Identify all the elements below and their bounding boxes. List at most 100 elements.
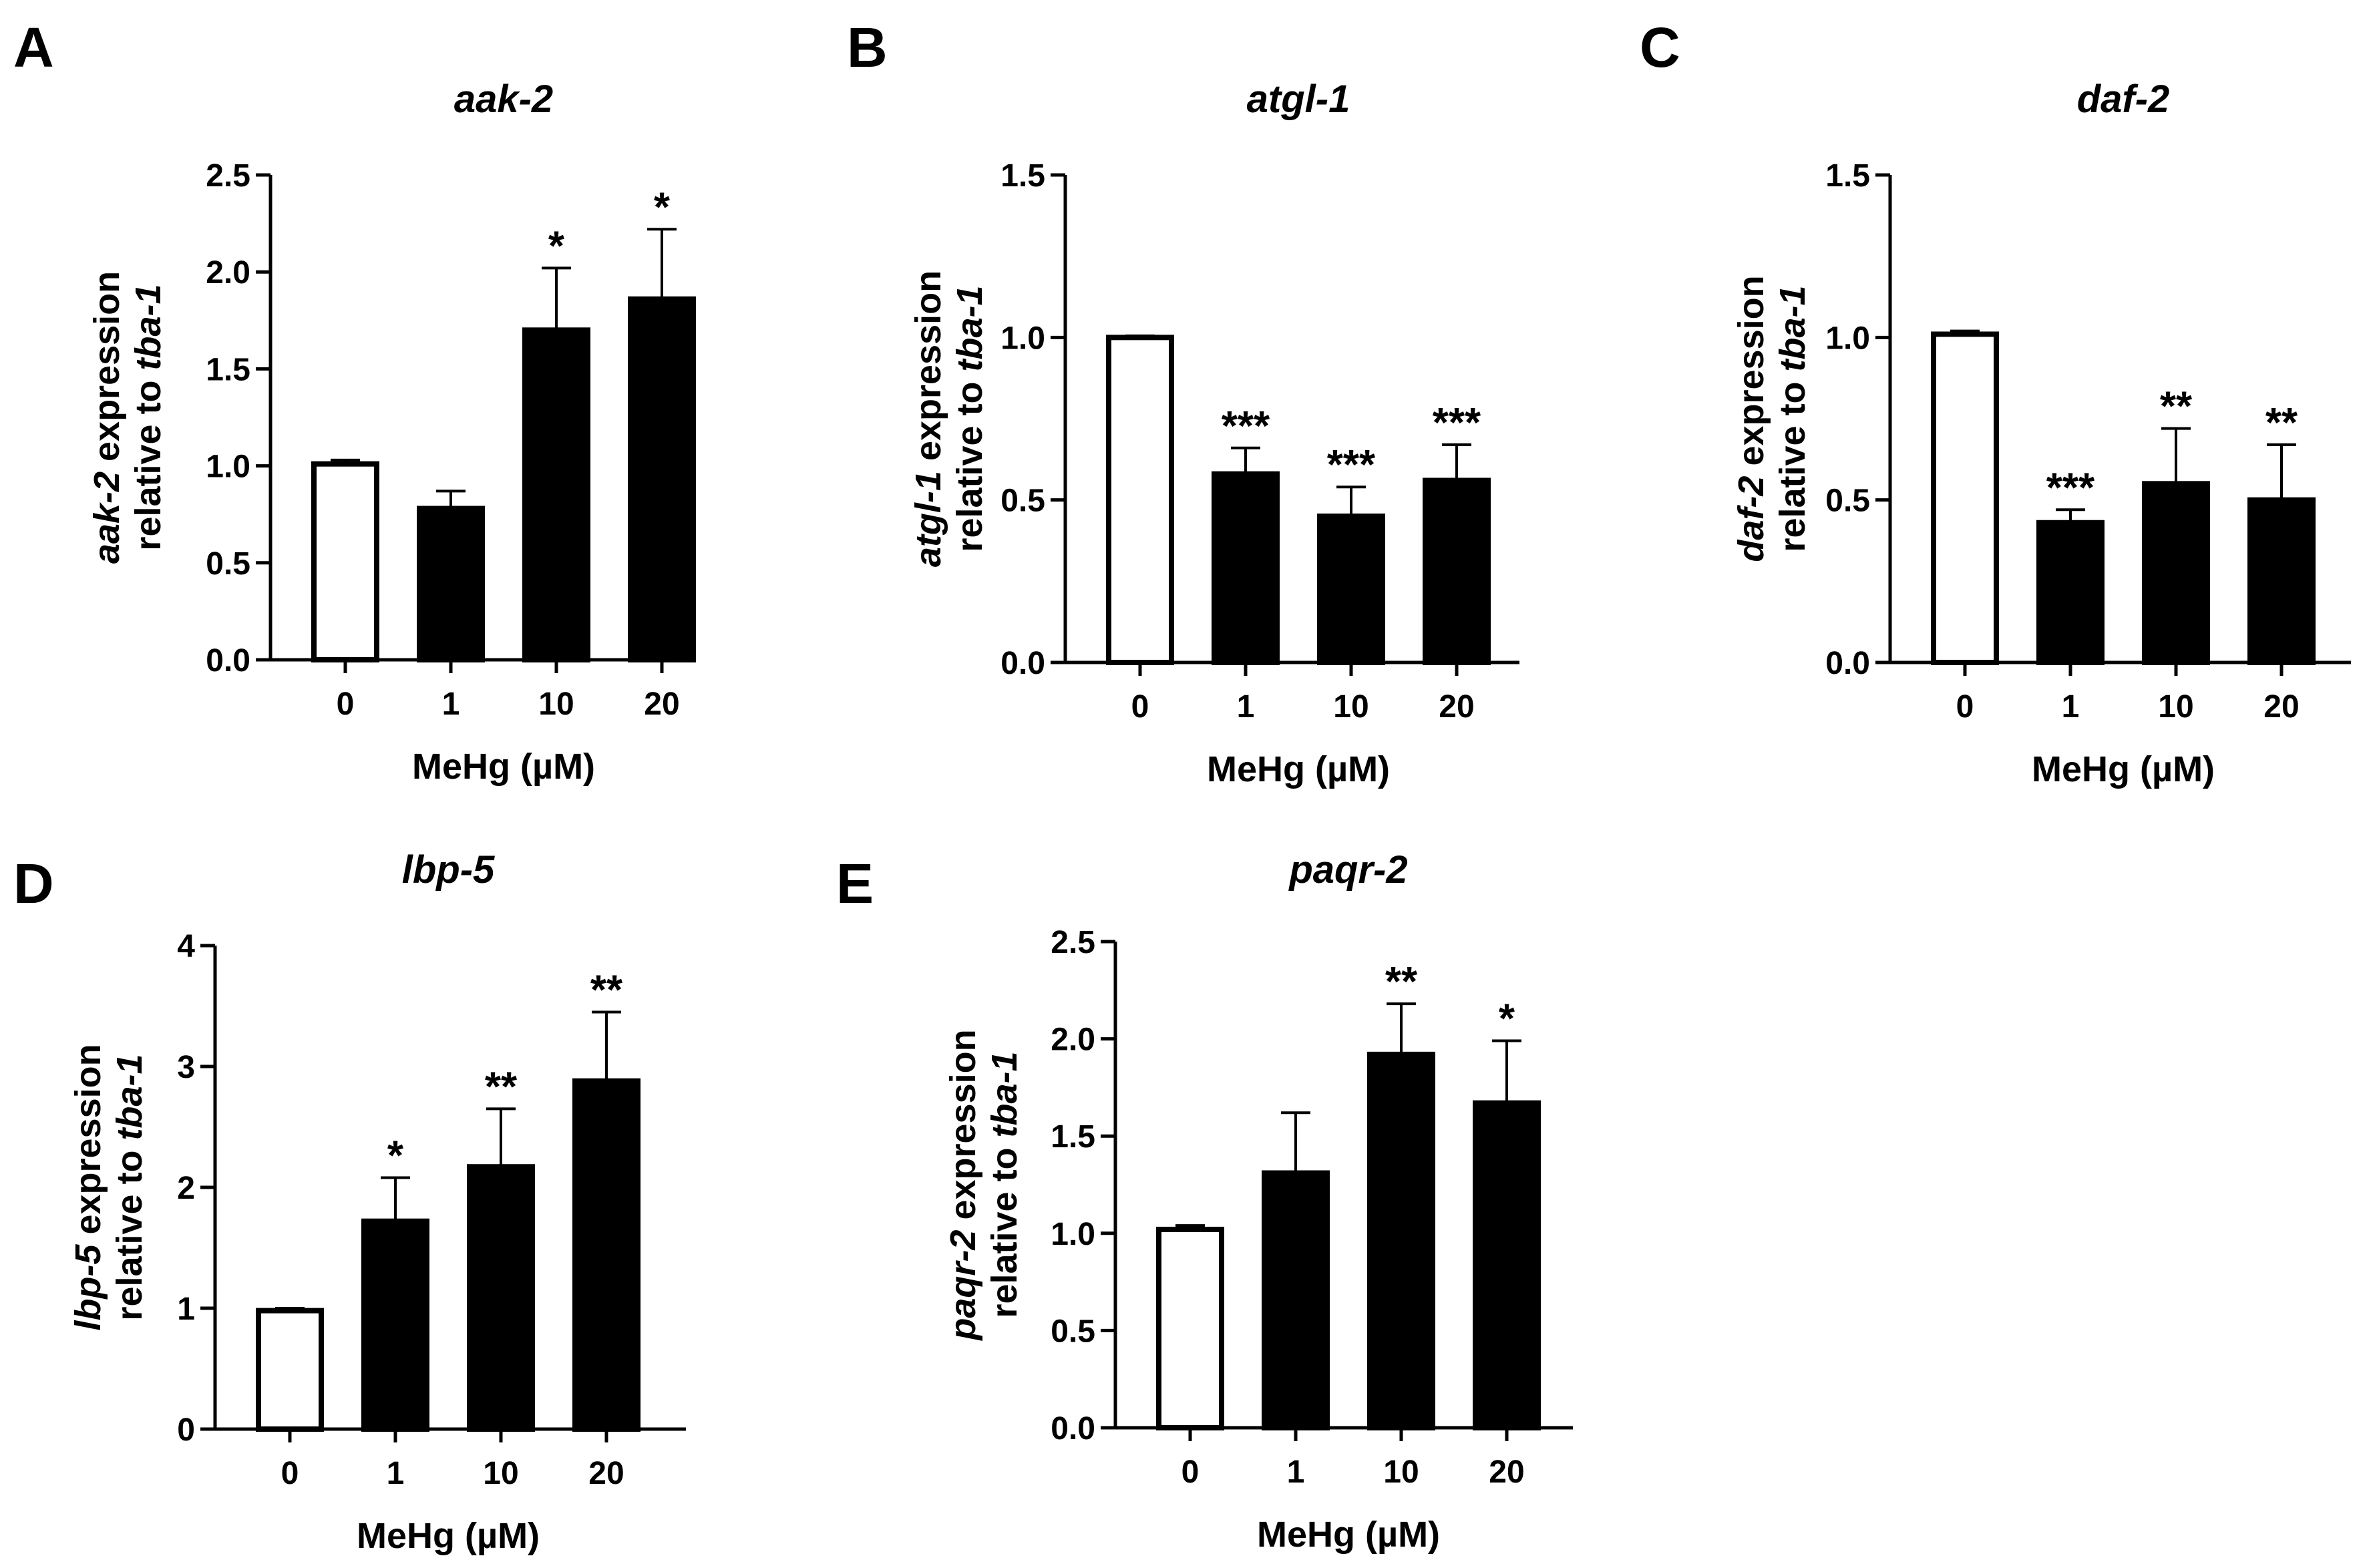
y-tick-label-b: 1.0 bbox=[1000, 321, 1045, 356]
x-tick-label-a: 10 bbox=[538, 687, 574, 722]
chart-title-c: daf-2 bbox=[2077, 77, 2170, 121]
significance-label-a: * bbox=[654, 184, 671, 230]
significance-label-c: ** bbox=[2265, 400, 2298, 446]
y-tick-label-c: 0.5 bbox=[1825, 483, 1870, 519]
x-tick-label-b: 0 bbox=[1131, 689, 1149, 725]
y-axis-label-c: daf-2 expressionrelative to tba-1 bbox=[1731, 275, 1813, 562]
y-tick-label-a: 0.0 bbox=[206, 643, 250, 678]
y-tick-label-e: 2.0 bbox=[1051, 1022, 1095, 1058]
bar-c-0 bbox=[1931, 331, 1999, 665]
significance-label-d: ** bbox=[590, 968, 623, 1014]
bar-c-1 bbox=[2036, 520, 2105, 665]
bar-e-0 bbox=[1156, 1226, 1224, 1430]
y-tick-label-e: 0.0 bbox=[1051, 1411, 1095, 1446]
x-tick-label-b: 1 bbox=[1237, 689, 1255, 725]
y-tick-label-b: 0.5 bbox=[1000, 483, 1045, 519]
x-axis-label-b: MeHg (µM) bbox=[1207, 749, 1390, 789]
bar-b-10 bbox=[1317, 514, 1385, 665]
panel-letter-b: B bbox=[847, 16, 888, 79]
panel-letter-c: C bbox=[1640, 16, 1680, 79]
chart-title-a: aak-2 bbox=[454, 77, 553, 121]
y-tick-label-c: 1.5 bbox=[1825, 158, 1870, 194]
x-tick-label-b: 20 bbox=[1439, 689, 1474, 725]
x-tick-label-d: 10 bbox=[483, 1456, 518, 1491]
x-tick-label-d: 1 bbox=[387, 1456, 405, 1491]
significance-label-c: *** bbox=[2046, 465, 2095, 511]
x-tick-label-c: 1 bbox=[2062, 689, 2080, 725]
x-tick-label-c: 20 bbox=[2263, 689, 2299, 725]
bar-b-20 bbox=[1423, 477, 1491, 665]
x-axis-label-d: MeHg (µM) bbox=[357, 1516, 540, 1556]
y-tick-label-e: 1.0 bbox=[1051, 1217, 1095, 1252]
y-tick-label-d: 4 bbox=[177, 929, 195, 964]
x-tick-label-e: 20 bbox=[1489, 1454, 1524, 1490]
chart-title-e: paqr-2 bbox=[1288, 848, 1407, 892]
x-tick-label-e: 10 bbox=[1383, 1454, 1419, 1490]
y-axis-label-e: paqr-2 expressionrelative to tba-1 bbox=[943, 1029, 1025, 1341]
significance-label-a: * bbox=[548, 223, 565, 269]
significance-label-b: *** bbox=[1327, 442, 1376, 488]
significance-label-e: ** bbox=[1385, 959, 1418, 1005]
x-axis-label-c: MeHg (µM) bbox=[2032, 749, 2215, 789]
bar-a-1 bbox=[417, 506, 485, 662]
x-tick-label-b: 10 bbox=[1333, 689, 1369, 725]
bar-d-20 bbox=[572, 1078, 641, 1432]
y-tick-label-d: 3 bbox=[177, 1050, 195, 1085]
bar-d-0 bbox=[256, 1308, 324, 1432]
x-tick-label-e: 0 bbox=[1181, 1454, 1200, 1490]
x-tick-label-c: 10 bbox=[2158, 689, 2193, 725]
significance-label-b: *** bbox=[1222, 403, 1270, 449]
chart-title-d: lbp-5 bbox=[402, 848, 495, 892]
bar-a-0 bbox=[311, 461, 379, 662]
y-axis-label-b: atgl-1 expressionrelative to tba-1 bbox=[908, 270, 990, 567]
x-tick-label-a: 0 bbox=[337, 687, 355, 722]
panel-letter-e: E bbox=[836, 852, 874, 915]
y-tick-label-a: 2.5 bbox=[206, 158, 250, 194]
bar-d-10 bbox=[467, 1164, 535, 1432]
y-tick-label-c: 1.0 bbox=[1825, 321, 1870, 356]
bar-a-10 bbox=[522, 327, 590, 662]
panel-letter-a: A bbox=[13, 16, 54, 79]
x-tick-label-a: 1 bbox=[442, 687, 460, 722]
significance-label-d: ** bbox=[485, 1064, 518, 1110]
x-tick-label-a: 20 bbox=[644, 687, 679, 722]
y-tick-label-d: 0 bbox=[177, 1412, 195, 1448]
y-tick-label-b: 0.0 bbox=[1000, 646, 1045, 681]
bar-e-20 bbox=[1473, 1100, 1541, 1431]
y-tick-label-c: 0.0 bbox=[1825, 646, 1870, 681]
bar-e-1 bbox=[1262, 1170, 1330, 1430]
y-tick-label-e: 1.5 bbox=[1051, 1119, 1095, 1155]
y-tick-label-d: 1 bbox=[177, 1292, 195, 1327]
y-tick-label-d: 2 bbox=[177, 1171, 195, 1206]
y-axis-label-d: lbp-5 expressionrelative to tba-1 bbox=[68, 1044, 150, 1330]
x-tick-label-d: 0 bbox=[281, 1456, 299, 1491]
y-tick-label-a: 2.0 bbox=[206, 255, 250, 290]
x-axis-label-e: MeHg (µM) bbox=[1257, 1515, 1440, 1555]
bar-a-20 bbox=[628, 296, 696, 662]
significance-label-d: * bbox=[387, 1133, 404, 1179]
y-tick-label-e: 0.5 bbox=[1051, 1314, 1095, 1349]
x-tick-label-e: 1 bbox=[1287, 1454, 1305, 1490]
chart-title-b: atgl-1 bbox=[1247, 77, 1350, 121]
bar-c-10 bbox=[2142, 481, 2210, 665]
y-tick-label-a: 0.5 bbox=[206, 546, 250, 582]
bar-d-1 bbox=[361, 1218, 429, 1432]
bar-b-1 bbox=[1212, 471, 1280, 665]
y-tick-label-a: 1.0 bbox=[206, 449, 250, 485]
bar-c-20 bbox=[2247, 497, 2316, 666]
x-tick-label-c: 0 bbox=[1956, 689, 1974, 725]
y-tick-label-e: 2.5 bbox=[1051, 925, 1095, 960]
y-axis-label-a: aak-2 expressionrelative to tba-1 bbox=[87, 271, 168, 564]
x-axis-label-a: MeHg (µM) bbox=[412, 747, 595, 787]
panel-letter-d: D bbox=[13, 852, 54, 915]
significance-label-e: * bbox=[1499, 996, 1515, 1042]
bar-b-0 bbox=[1106, 335, 1174, 665]
y-tick-label-a: 1.5 bbox=[206, 352, 250, 387]
x-tick-label-d: 20 bbox=[588, 1456, 624, 1491]
significance-label-c: ** bbox=[2160, 384, 2193, 430]
